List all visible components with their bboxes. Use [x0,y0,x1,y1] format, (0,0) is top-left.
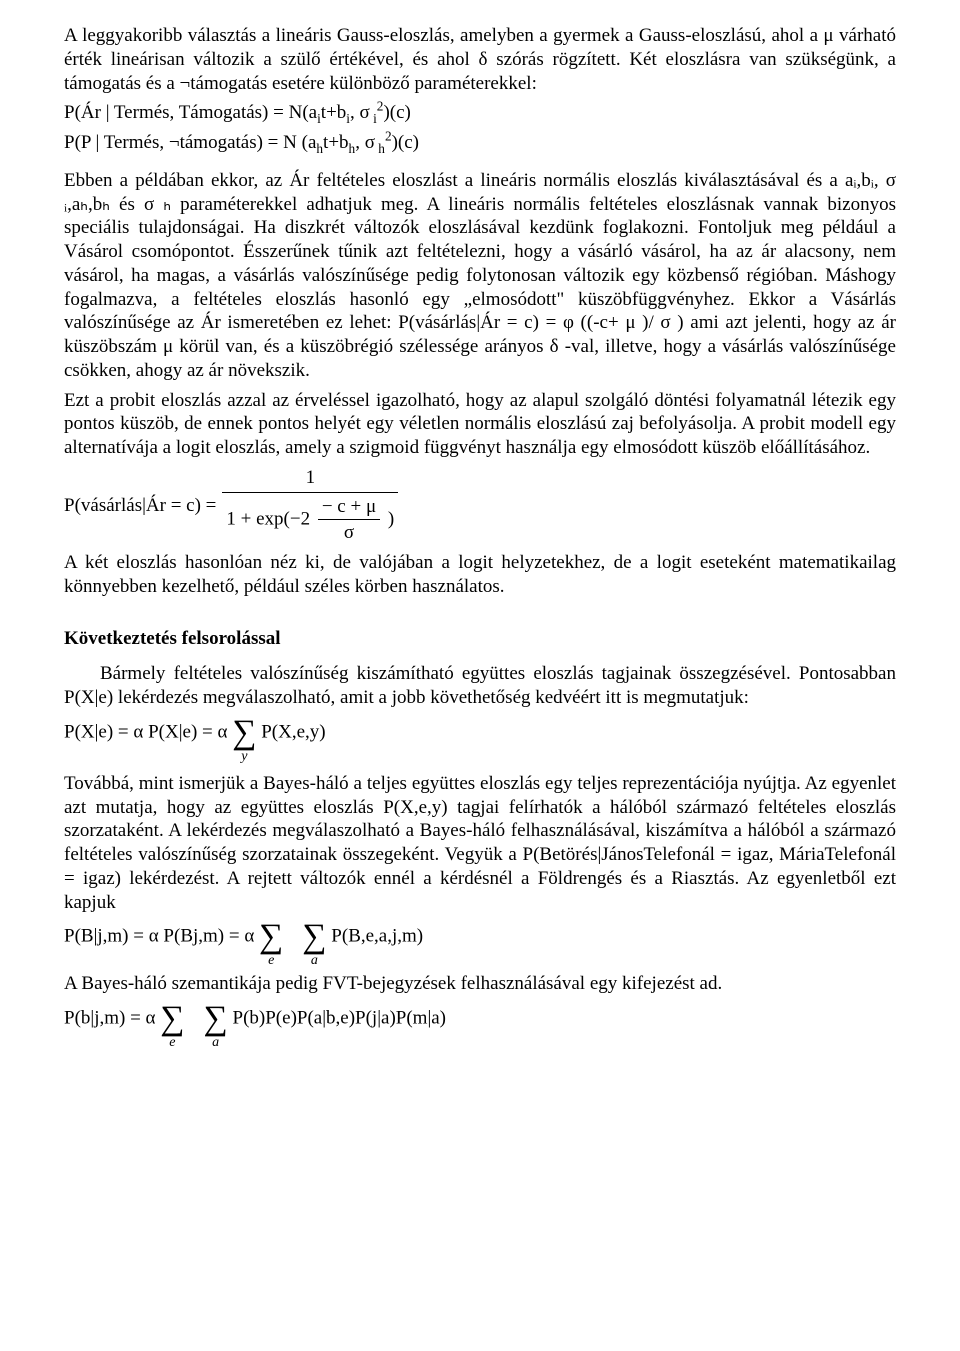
paragraph-fvt: A Bayes-háló szemantikája pedig FVT-beje… [64,972,896,996]
eq2-den-pre: 1 + exp(−2 [226,508,310,529]
eq1b-sup-2: 2 [385,129,392,144]
eq1a-sigma: , σ [350,102,370,123]
eq1b-mid: t+b [323,132,349,153]
paragraph-bayes-net: Továbbá, mint ismerjük a Bayes-háló a te… [64,772,896,915]
eq5-sum2-sub: a [212,1036,219,1050]
eq5-sum1-sub: e [169,1036,175,1050]
eq2-fraction: 1 1 + exp(−2 − c + μ σ ) [222,466,398,545]
eq2-den-post: ) [388,508,394,529]
eq2-lhs: P(vásárlás|Ár = c) = [64,494,216,518]
eq3-sum-sub: y [241,750,247,764]
equation-summation-y: P(X|e) = α P(X|e) = α ∑y P(X,e,y) [64,716,896,750]
eq2-inner-fraction: − c + μ σ [318,495,380,546]
equation-logistic: P(vásárlás|Ár = c) = 1 1 + exp(−2 − c + … [64,466,896,545]
eq1a-mid: t+b [321,102,347,123]
eq4-sum1-sub: e [268,954,274,968]
heading-enumeration: Következtetés felsorolással [64,627,896,651]
sigma-icon: ∑y [232,716,256,750]
eq3-rhs: P(X,e,y) [261,721,325,742]
paragraph-linear-gaussian: Ebben a példában ekkor, az Ár feltételes… [64,169,896,383]
sigma-icon: ∑e [259,920,283,954]
eq2-numerator: 1 [222,466,398,492]
eq4-rhs: P(B,e,a,j,m) [331,926,423,947]
eq5-rhs: P(b)P(e)P(a|b,e)P(j|a)P(m|a) [233,1007,447,1028]
eq4-sum2-sub: a [311,954,318,968]
eq1a-sub-i3: i [370,111,377,126]
paragraph-probit: Ezt a probit eloszlás azzal az érvelésse… [64,389,896,460]
sigma-icon: ∑a [204,1002,228,1036]
equation-double-sum-B: P(B|j,m) = α P(Bj,m) = α ∑e ∑a P(B,e,a,j… [64,920,896,954]
equation-double-sum-b: P(b|j,m) = α ∑e ∑a P(b)P(e)P(a|b,e)P(j|a… [64,1002,896,1036]
eq1b-sigma: , σ [355,132,375,153]
paragraph-intro: A leggyakoribb választás a lineáris Gaus… [64,24,896,95]
sigma-icon: ∑a [302,920,326,954]
eq1a-lhs: P(Ár | Termés, Támogatás) = N(a [64,102,317,123]
eq2-inner-num: − c + μ [318,495,380,521]
eq1b-sub-h3: h [375,141,385,156]
eq5-lhs: P(b|j,m) = α [64,1007,160,1028]
sigma-icon: ∑e [160,1002,184,1036]
eq2-denominator: 1 + exp(−2 − c + μ σ ) [222,492,398,546]
eq1a-tail: )(c) [383,102,410,123]
eq3-lhs: P(X|e) = α P(X|e) = α [64,721,232,742]
equation-conditional-no-support: P(P | Termés, ¬támogatás) = N (aht+bh, σ… [64,131,896,155]
paragraph-logit-comparison: A két eloszlás hasonlóan néz ki, de való… [64,551,896,599]
eq1b-lhs: P(P | Termés, ¬támogatás) = N (a [64,132,316,153]
eq4-lhs: P(B|j,m) = α P(Bj,m) = α [64,926,259,947]
eq1b-tail: )(c) [392,132,419,153]
paragraph-enumeration-intro: Bármely feltételes valószínűség kiszámít… [64,662,896,710]
equation-conditional-support: P(Ár | Termés, Támogatás) = N(ait+bi, σ … [64,101,896,125]
eq2-inner-den: σ [318,520,380,545]
